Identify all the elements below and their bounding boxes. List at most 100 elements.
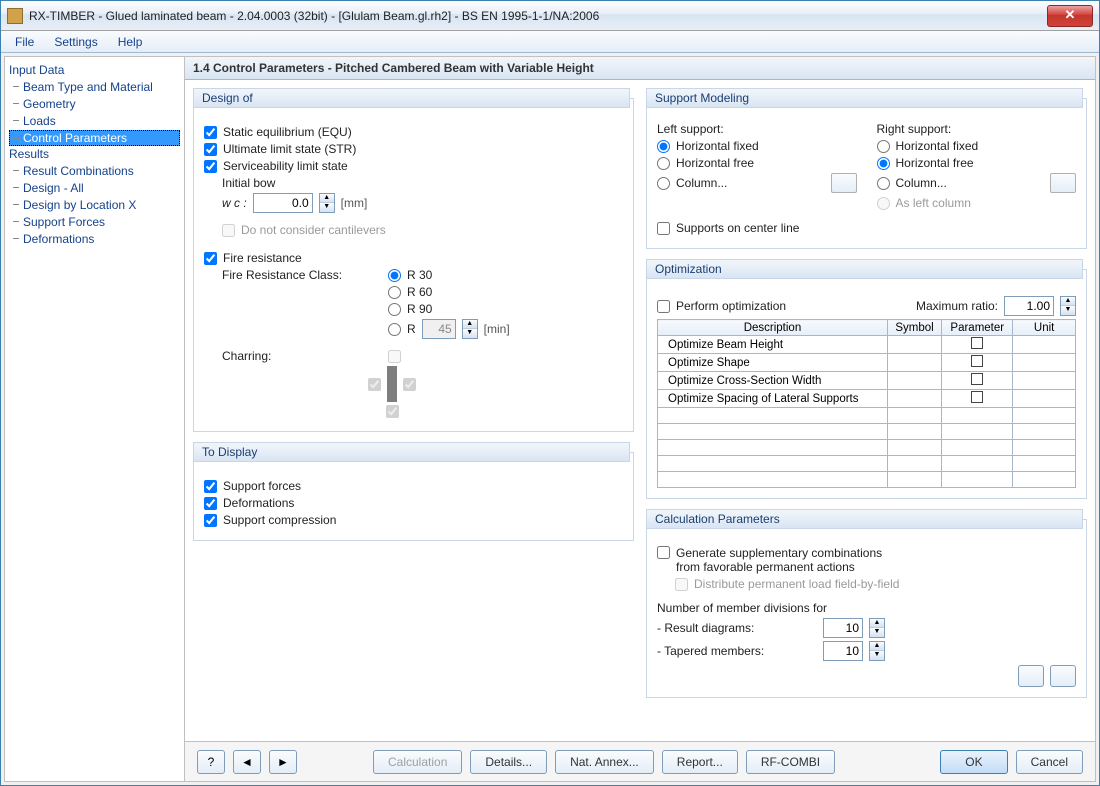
titlebar[interactable]: RX-TIMBER - Glued laminated beam - 2.04.… [1, 1, 1099, 31]
cancel-button[interactable]: Cancel [1016, 750, 1083, 774]
tree-item-design-all[interactable]: Design - All [9, 180, 180, 196]
opt-row-2[interactable]: Optimize Cross-Section Width [658, 372, 888, 390]
opt-row-3[interactable]: Optimize Spacing of Lateral Supports [658, 390, 888, 408]
radio-left-hfixed[interactable] [657, 140, 670, 153]
menu-settings[interactable]: Settings [44, 33, 107, 51]
lbl-left-support: Left support: [657, 122, 857, 136]
opt-chk-0[interactable] [971, 337, 983, 349]
chk-charr-bottom [386, 405, 399, 418]
tree-item-loads[interactable]: Loads [9, 113, 180, 129]
chk-suppforces[interactable] [204, 480, 217, 493]
lbl-deformations: Deformations [223, 496, 294, 510]
radio-r30[interactable] [388, 269, 401, 282]
right-column: Support Modeling Left support: Horizonta… [646, 88, 1087, 733]
opt-chk-3[interactable] [971, 391, 983, 403]
unit-r-custom: [min] [484, 322, 510, 336]
report-button[interactable]: Report... [662, 750, 738, 774]
spin-result-diag[interactable]: ▲▼ [869, 618, 885, 638]
radio-right-column[interactable] [877, 177, 890, 190]
chk-gen-supp[interactable] [657, 546, 670, 559]
chk-perform-opt[interactable] [657, 300, 670, 313]
radio-right-hfixed[interactable] [877, 140, 890, 153]
prev-module-icon[interactable]: ◄ [233, 750, 261, 774]
opt-chk-1[interactable] [971, 355, 983, 367]
chk-str[interactable] [204, 143, 217, 156]
input-result-diag[interactable] [823, 618, 863, 638]
spin-wc[interactable]: ▲▼ [319, 193, 335, 213]
legend-to-display: To Display [193, 442, 630, 462]
lbl-r60: R 60 [407, 285, 432, 299]
radio-r-custom[interactable] [388, 323, 401, 336]
chk-sls[interactable] [204, 160, 217, 173]
nat-annex-button[interactable]: Nat. Annex... [555, 750, 654, 774]
lbl-fire: Fire resistance [223, 251, 302, 265]
rf-combi-button[interactable]: RF-COMBI [746, 750, 835, 774]
chk-center-line[interactable] [657, 222, 670, 235]
th-desc: Description [658, 320, 888, 336]
opt-row-1[interactable]: Optimize Shape [658, 354, 888, 372]
radio-right-hfree[interactable] [877, 157, 890, 170]
lbl-left-column: Column... [676, 176, 727, 190]
chk-equ[interactable] [204, 126, 217, 139]
lbl-right-support: Right support: [877, 122, 1077, 136]
legend-support: Support Modeling [646, 88, 1083, 108]
legend-calc: Calculation Parameters [646, 509, 1083, 529]
spin-tapered[interactable]: ▲▼ [869, 641, 885, 661]
tree-item-deformations[interactable]: Deformations [9, 231, 180, 247]
input-maxratio[interactable] [1004, 296, 1054, 316]
spin-maxratio[interactable]: ▲▼ [1060, 296, 1076, 316]
tree-root-results[interactable]: Results [9, 147, 180, 161]
tree-item-beam-type[interactable]: Beam Type and Material [9, 79, 180, 95]
radio-r60[interactable] [388, 286, 401, 299]
menu-file[interactable]: File [5, 33, 44, 51]
window-title: RX-TIMBER - Glued laminated beam - 2.04.… [29, 9, 1047, 23]
chk-distribute [675, 578, 688, 591]
tree-item-geometry[interactable]: Geometry [9, 96, 180, 112]
load-defaults-icon[interactable] [1050, 665, 1076, 687]
chk-charr-left [368, 378, 381, 391]
calculation-button[interactable]: Calculation [373, 750, 462, 774]
input-tapered[interactable] [823, 641, 863, 661]
column-right-icon[interactable] [1050, 173, 1076, 193]
tree-root-input[interactable]: Input Data [9, 63, 180, 77]
lbl-result-diag: - Result diagrams: [657, 621, 817, 635]
help-button[interactable]: ? [197, 750, 225, 774]
menu-help[interactable]: Help [108, 33, 153, 51]
chk-suppcomp[interactable] [204, 514, 217, 527]
lbl-distribute: Distribute permanent load field-by-field [694, 577, 899, 591]
opt-table[interactable]: Description Symbol Parameter Unit Optimi… [657, 319, 1076, 488]
lbl-charring: Charring: [222, 349, 382, 363]
lbl-perform-opt: Perform optimization [676, 299, 786, 313]
chk-deformations[interactable] [204, 497, 217, 510]
th-par: Parameter [942, 320, 1013, 336]
radio-left-column[interactable] [657, 177, 670, 190]
chk-charr-right [403, 378, 416, 391]
next-module-icon[interactable]: ► [269, 750, 297, 774]
opt-row-0[interactable]: Optimize Beam Height [658, 336, 888, 354]
close-button[interactable]: ✕ [1047, 5, 1093, 27]
group-optimization: Optimization Perform optimization Maximu… [646, 259, 1087, 499]
group-design-of: Design of Static equilibrium (EQU) Ultim… [193, 88, 634, 432]
input-wc[interactable] [253, 193, 313, 213]
lbl-str: Ultimate limit state (STR) [223, 142, 356, 156]
lbl-r30: R 30 [407, 268, 432, 282]
tree-item-result-combinations[interactable]: Result Combinations [9, 163, 180, 179]
columns: Design of Static equilibrium (EQU) Ultim… [185, 80, 1095, 741]
details-button[interactable]: Details... [470, 750, 547, 774]
radio-left-hfree[interactable] [657, 157, 670, 170]
ok-button[interactable]: OK [940, 750, 1007, 774]
column-left-icon[interactable] [831, 173, 857, 193]
radio-r90[interactable] [388, 303, 401, 316]
tree-item-control-parameters[interactable]: Control Parameters [9, 130, 180, 146]
tree-item-support-forces[interactable]: Support Forces [9, 214, 180, 230]
lbl-right-hfixed: Horizontal fixed [896, 139, 979, 153]
legend-opt: Optimization [646, 259, 1083, 279]
tree-item-design-by-location[interactable]: Design by Location X [9, 197, 180, 213]
opt-chk-2[interactable] [971, 373, 983, 385]
lbl-sls: Serviceability limit state [223, 159, 348, 173]
chk-fire[interactable] [204, 252, 217, 265]
save-defaults-icon[interactable] [1018, 665, 1044, 687]
lbl-center-line: Supports on center line [676, 221, 799, 235]
main-panel: 1.4 Control Parameters - Pitched Cambere… [185, 57, 1095, 781]
lbl-left-hfixed: Horizontal fixed [676, 139, 759, 153]
